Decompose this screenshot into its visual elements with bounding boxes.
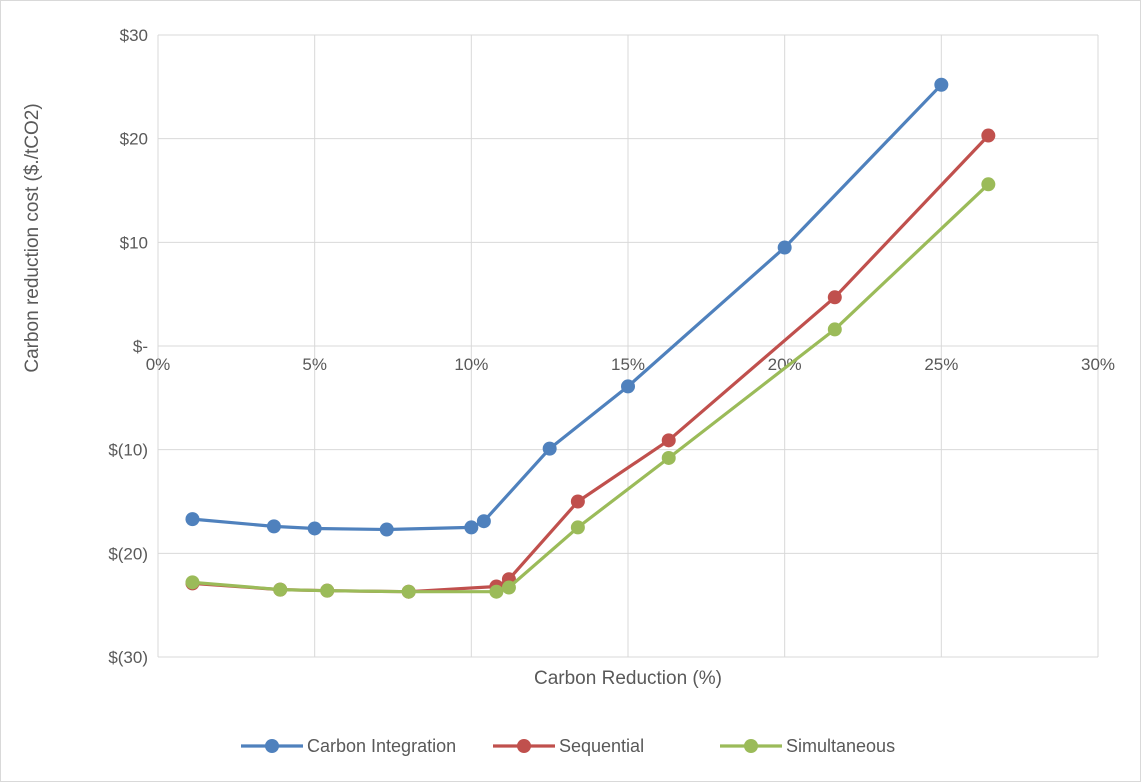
data-point — [476, 514, 491, 529]
data-point — [320, 583, 335, 598]
y-axis-title: Carbon reduction cost ($./tCO2) — [22, 103, 43, 372]
data-point — [273, 582, 288, 597]
series-carbon-integration — [185, 77, 949, 537]
y-tick-label: $- — [133, 337, 148, 356]
data-point — [661, 450, 676, 465]
data-point — [934, 77, 949, 92]
y-tick-label: $(20) — [108, 544, 148, 563]
data-point — [661, 433, 676, 448]
legend-entry: Simultaneous — [720, 736, 895, 756]
data-point — [777, 240, 792, 255]
x-tick-label: 15% — [611, 355, 645, 374]
data-point — [621, 379, 635, 394]
y-tick-label: $10 — [120, 233, 148, 252]
legend-label: Sequential — [559, 736, 644, 756]
data-point — [827, 322, 842, 337]
data-point — [501, 580, 516, 595]
x-tick-label: 25% — [924, 355, 958, 374]
y-tick-label: $20 — [120, 130, 148, 149]
data-point — [401, 584, 416, 599]
series-group — [185, 77, 996, 599]
legend: Carbon Integration Sequential Simultaneous — [241, 736, 895, 756]
legend-entry: Carbon Integration — [241, 736, 456, 756]
data-point — [981, 177, 996, 192]
data-point — [185, 575, 200, 590]
y-tick-label: $30 — [120, 26, 148, 45]
data-point — [266, 519, 281, 534]
data-point — [570, 494, 585, 509]
data-point — [185, 512, 200, 527]
y-tick-label: $(10) — [108, 441, 148, 460]
data-point — [307, 521, 322, 536]
gridlines — [157, 34, 1099, 658]
data-point — [379, 522, 394, 537]
x-tick-label: 5% — [302, 355, 327, 374]
series-simultaneous — [185, 177, 996, 599]
legend-swatch-marker — [744, 739, 758, 753]
data-point — [542, 441, 557, 456]
y-tick-labels: $30 $20 $10 $- $(10) $(20) $(30) — [108, 26, 148, 667]
x-axis-title: Carbon Reduction (%) — [534, 668, 722, 689]
x-tick-label: 30% — [1081, 355, 1115, 374]
legend-entry: Sequential — [493, 736, 644, 756]
legend-label: Carbon Integration — [307, 736, 456, 756]
legend-label: Simultaneous — [786, 736, 895, 756]
data-point — [464, 520, 479, 535]
x-tick-label: 0% — [146, 355, 171, 374]
data-point — [827, 290, 842, 305]
legend-swatch-marker — [517, 739, 531, 753]
data-point — [981, 128, 996, 143]
y-tick-label: $(30) — [108, 648, 148, 667]
legend-swatch-marker — [265, 739, 279, 753]
data-point — [570, 520, 585, 535]
data-point — [489, 584, 504, 599]
x-tick-label: 10% — [454, 355, 488, 374]
